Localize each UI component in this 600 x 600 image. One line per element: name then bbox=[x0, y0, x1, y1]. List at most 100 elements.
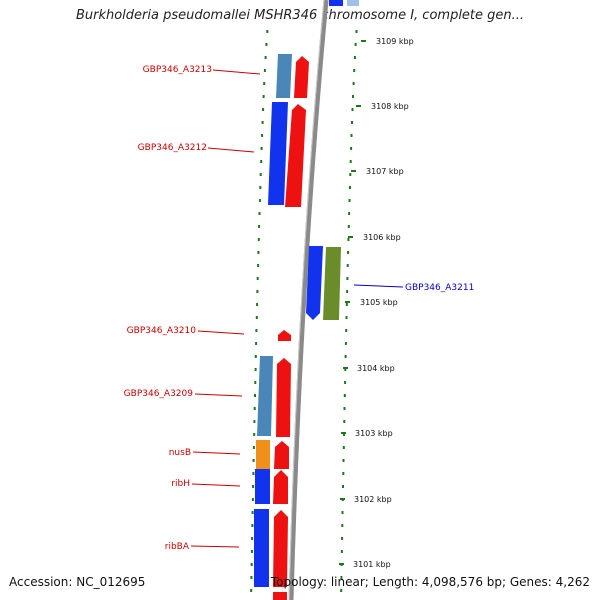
right-guide-dot bbox=[353, 56, 356, 59]
left-guide-dot bbox=[257, 251, 260, 254]
right-guide-dot bbox=[352, 82, 355, 85]
gene-GBP346-A3213-block[interactable] bbox=[276, 54, 292, 98]
left-guide-dot bbox=[256, 303, 259, 306]
gene-label-ribH[interactable]: ribH bbox=[171, 479, 190, 489]
ruler-tick-3101: 3101 kbp bbox=[353, 560, 391, 569]
gene-GBP346-A3211-block[interactable] bbox=[323, 247, 341, 320]
right-guide-dot bbox=[341, 524, 344, 527]
gene-GBP346-A3212-block[interactable] bbox=[268, 102, 288, 205]
left-guide-dot bbox=[260, 147, 263, 150]
right-guide-dot bbox=[346, 264, 349, 267]
topology-summary: Topology: linear; Length: 4,098,576 bp; … bbox=[270, 575, 590, 589]
right-guide-dot bbox=[350, 147, 353, 150]
right-guide-dot bbox=[353, 69, 356, 72]
right-guide-dot bbox=[344, 368, 347, 371]
right-guide-dot bbox=[354, 43, 357, 46]
gene-ribBA-block[interactable] bbox=[254, 509, 269, 587]
left-guide-dot bbox=[250, 550, 253, 553]
gene-partial-top-2[interactable] bbox=[347, 0, 359, 6]
left-guide-dot bbox=[257, 264, 260, 267]
gene-label-GBP346-A3210[interactable]: GBP346_A3210 bbox=[127, 326, 197, 336]
left-guide-dot bbox=[255, 342, 258, 345]
gene-GBP346-A3211-arrow[interactable] bbox=[306, 246, 323, 320]
gene-ribH-block[interactable] bbox=[255, 469, 270, 504]
right-guide-dot bbox=[343, 394, 346, 397]
right-guide-dot bbox=[348, 186, 351, 189]
left-guide-dot bbox=[256, 290, 259, 293]
left-strand-guide bbox=[250, 30, 269, 592]
gene-label-GBP346-A3211[interactable]: GBP346_A3211 bbox=[405, 283, 474, 293]
left-guide-dot bbox=[262, 95, 265, 98]
right-guide-dot bbox=[341, 537, 344, 540]
left-guide-dot bbox=[266, 30, 269, 33]
right-guide-dot bbox=[342, 472, 345, 475]
right-guide-dot bbox=[344, 381, 347, 384]
left-guide-dot bbox=[265, 43, 268, 46]
gene-label-GBP346-A3209[interactable]: GBP346_A3209 bbox=[124, 389, 194, 399]
ruler-tick-3104: 3104 kbp bbox=[357, 364, 395, 373]
left-guide-dot bbox=[250, 576, 253, 579]
gene-nusB-block[interactable] bbox=[256, 440, 270, 469]
right-strand-guide bbox=[340, 30, 358, 592]
gene-GBP346-A3213-arrow[interactable] bbox=[294, 56, 309, 98]
gene-GBP346-A3210-arrow[interactable] bbox=[278, 330, 291, 341]
left-guide-dot bbox=[251, 524, 254, 527]
right-guide-dot bbox=[346, 277, 349, 280]
right-guide-dot bbox=[345, 303, 348, 306]
right-guide-dot bbox=[343, 420, 346, 423]
right-guide-dot bbox=[349, 160, 352, 163]
gene-label-ribBA[interactable]: ribBA bbox=[165, 542, 190, 552]
left-guide-dot bbox=[254, 355, 257, 358]
left-guide-dot bbox=[258, 199, 261, 202]
left-guide-dot bbox=[262, 108, 265, 111]
left-guide-dot bbox=[260, 160, 263, 163]
gene-label-GBP346-A3213[interactable]: GBP346_A3213 bbox=[143, 65, 212, 75]
gene-GBP346-A3209-block[interactable] bbox=[257, 356, 273, 436]
right-guide-dot bbox=[345, 316, 348, 319]
right-guide-dot bbox=[351, 121, 353, 124]
gene-partial-bottom[interactable] bbox=[273, 592, 287, 600]
right-guide-dot bbox=[343, 407, 346, 410]
left-guide-dot bbox=[261, 121, 264, 124]
gene-partial-top-1[interactable] bbox=[329, 0, 343, 6]
chromosome-axis-highlight bbox=[288, 0, 325, 600]
gene-ribBA-arrow[interactable] bbox=[273, 510, 288, 587]
left-guide-dot bbox=[263, 69, 266, 72]
right-guide-dot bbox=[348, 212, 351, 215]
right-guide-dot bbox=[341, 511, 344, 514]
left-guide-dot bbox=[261, 134, 264, 137]
right-guide-dot bbox=[347, 225, 350, 228]
right-guide-dot bbox=[348, 199, 351, 202]
right-guide-dot bbox=[347, 251, 350, 254]
left-guide-dot bbox=[252, 485, 255, 488]
right-guide-dot bbox=[342, 459, 345, 462]
right-guide-dot bbox=[340, 550, 343, 553]
left-guide-dot bbox=[250, 563, 253, 566]
right-guide-dot bbox=[352, 95, 354, 98]
ruler-tick-3106: 3106 kbp bbox=[363, 233, 401, 242]
gene-GBP346-A3209-arrow[interactable] bbox=[276, 358, 291, 437]
left-guide-dot bbox=[251, 537, 254, 540]
left-guide-dot bbox=[258, 212, 261, 215]
right-guide-dot bbox=[346, 290, 349, 293]
label-leaders bbox=[190, 69, 404, 548]
gene-ribH-arrow[interactable] bbox=[273, 470, 288, 504]
left-guide-dot bbox=[256, 277, 259, 280]
left-guide-dot bbox=[252, 472, 255, 475]
right-guide-dot bbox=[342, 446, 345, 449]
right-guide-dot bbox=[349, 173, 352, 176]
left-guide-dot bbox=[255, 329, 258, 332]
left-guide-dot bbox=[259, 173, 262, 176]
gene-label-nusB[interactable]: nusB bbox=[169, 448, 191, 458]
gene-nusB-arrow[interactable] bbox=[274, 441, 289, 469]
left-guide-dot bbox=[259, 186, 262, 189]
chromosome-axis bbox=[288, 0, 329, 600]
left-guide-dot bbox=[254, 394, 256, 397]
left-guide-dot bbox=[264, 56, 267, 59]
left-guide-dot bbox=[254, 368, 257, 371]
left-guide-dot bbox=[251, 498, 254, 501]
gene-GBP346-A3212-arrow[interactable] bbox=[285, 104, 306, 207]
right-guide-dot bbox=[340, 589, 343, 592]
gene-label-GBP346-A3212[interactable]: GBP346_A3212 bbox=[138, 143, 207, 153]
